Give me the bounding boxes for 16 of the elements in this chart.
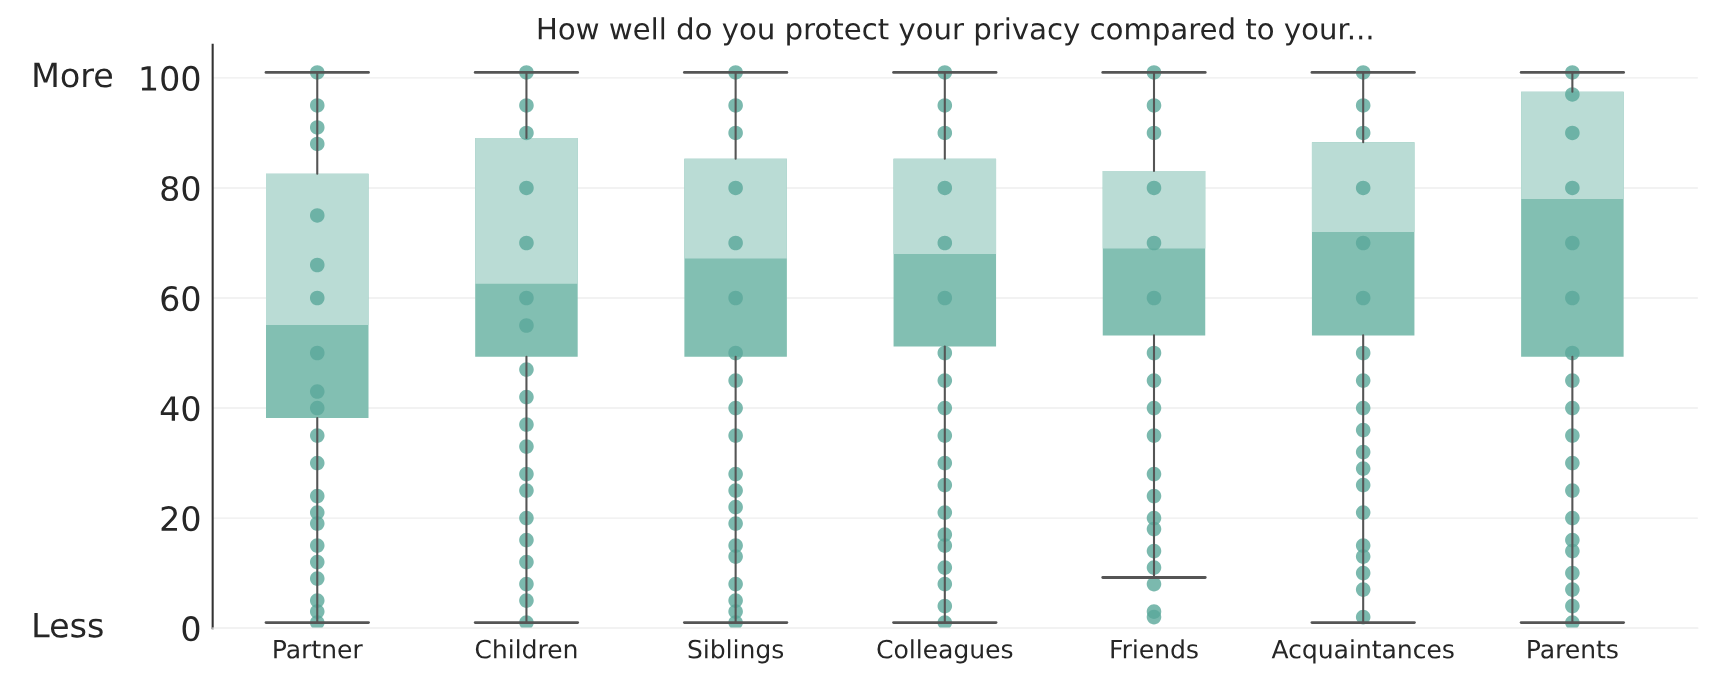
x-tick-label: Acquaintances bbox=[1271, 639, 1454, 664]
x-tick-label: Parents bbox=[1528, 640, 1618, 659]
y-tick-label: 60 bbox=[161, 285, 200, 312]
y-tick-label: 80 bbox=[161, 175, 200, 202]
x-tick-label: Children bbox=[475, 639, 577, 659]
y-tick-label: 0 bbox=[182, 616, 200, 642]
x-tick-label: Siblings bbox=[688, 639, 784, 664]
chart-title: How well do you protect your privacy compared to your... bbox=[538, 17, 1372, 46]
text: Less bbox=[34, 613, 103, 638]
x-tick-label: Colleagues bbox=[877, 639, 1013, 664]
y-tick-label: 100 bbox=[141, 65, 200, 92]
x-tick-label: Partner bbox=[274, 640, 363, 659]
text: More bbox=[34, 62, 112, 88]
y-tick-label: 40 bbox=[160, 395, 200, 422]
y-tick-label: 20 bbox=[161, 506, 200, 532]
x-tick-label: Friends bbox=[1111, 639, 1198, 659]
